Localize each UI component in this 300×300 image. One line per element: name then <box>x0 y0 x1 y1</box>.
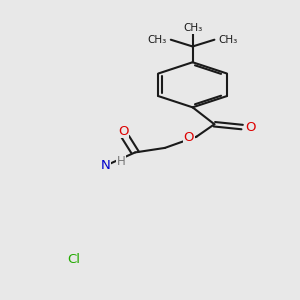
Text: CH₃: CH₃ <box>147 35 167 45</box>
Text: Cl: Cl <box>67 253 80 266</box>
Text: O: O <box>245 121 255 134</box>
Text: O: O <box>183 131 194 144</box>
Text: H: H <box>117 155 126 169</box>
Text: CH₃: CH₃ <box>219 35 238 45</box>
Text: N: N <box>100 159 110 172</box>
Text: O: O <box>118 124 128 137</box>
Text: CH₃: CH₃ <box>183 23 202 33</box>
